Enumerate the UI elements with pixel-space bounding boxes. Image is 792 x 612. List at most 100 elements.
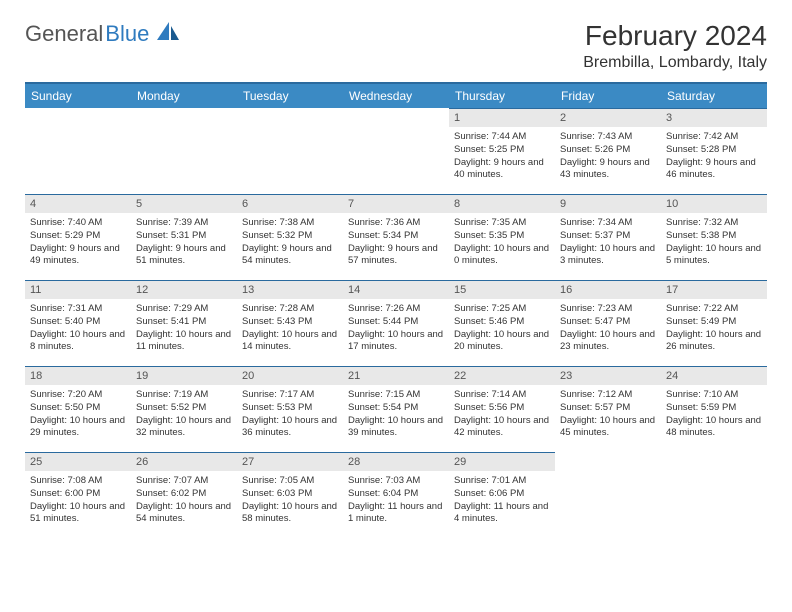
calendar-day-cell: 14Sunrise: 7:26 AMSunset: 5:44 PMDayligh… (343, 280, 449, 366)
day-number: 24 (661, 366, 767, 385)
col-header: Friday (555, 83, 661, 108)
day-number: 25 (25, 452, 131, 471)
calendar-day-cell: 29Sunrise: 7:01 AMSunset: 6:06 PMDayligh… (449, 452, 555, 538)
col-header: Thursday (449, 83, 555, 108)
day-info: Sunrise: 7:32 AMSunset: 5:38 PMDaylight:… (661, 213, 767, 272)
day-number: 29 (449, 452, 555, 471)
calendar-day-cell: 28Sunrise: 7:03 AMSunset: 6:04 PMDayligh… (343, 452, 449, 538)
logo-sail-icon (155, 20, 181, 47)
calendar-day-cell: 21Sunrise: 7:15 AMSunset: 5:54 PMDayligh… (343, 366, 449, 452)
page-header: GeneralBlue February 2024 Brembilla, Lom… (25, 20, 767, 72)
col-header: Sunday (25, 83, 131, 108)
day-info: Sunrise: 7:44 AMSunset: 5:25 PMDaylight:… (449, 127, 555, 186)
calendar-day-cell: 5Sunrise: 7:39 AMSunset: 5:31 PMDaylight… (131, 194, 237, 280)
day-number: 8 (449, 194, 555, 213)
day-info: Sunrise: 7:26 AMSunset: 5:44 PMDaylight:… (343, 299, 449, 358)
calendar-day-cell: 7Sunrise: 7:36 AMSunset: 5:34 PMDaylight… (343, 194, 449, 280)
day-info: Sunrise: 7:34 AMSunset: 5:37 PMDaylight:… (555, 213, 661, 272)
calendar-day-cell: 9Sunrise: 7:34 AMSunset: 5:37 PMDaylight… (555, 194, 661, 280)
month-title: February 2024 (583, 20, 767, 52)
day-number: 12 (131, 280, 237, 299)
day-number: 11 (25, 280, 131, 299)
day-number: 20 (237, 366, 343, 385)
calendar-week-row: 18Sunrise: 7:20 AMSunset: 5:50 PMDayligh… (25, 366, 767, 452)
day-number: 9 (555, 194, 661, 213)
calendar-day-cell: 18Sunrise: 7:20 AMSunset: 5:50 PMDayligh… (25, 366, 131, 452)
day-info: Sunrise: 7:07 AMSunset: 6:02 PMDaylight:… (131, 471, 237, 530)
day-info: Sunrise: 7:25 AMSunset: 5:46 PMDaylight:… (449, 299, 555, 358)
col-header: Tuesday (237, 83, 343, 108)
calendar-day-cell: 20Sunrise: 7:17 AMSunset: 5:53 PMDayligh… (237, 366, 343, 452)
col-header: Monday (131, 83, 237, 108)
day-number: 17 (661, 280, 767, 299)
day-info: Sunrise: 7:10 AMSunset: 5:59 PMDaylight:… (661, 385, 767, 444)
day-info: Sunrise: 7:12 AMSunset: 5:57 PMDaylight:… (555, 385, 661, 444)
day-info: Sunrise: 7:01 AMSunset: 6:06 PMDaylight:… (449, 471, 555, 530)
day-number: 19 (131, 366, 237, 385)
calendar-day-cell (25, 108, 131, 194)
calendar-day-cell: 24Sunrise: 7:10 AMSunset: 5:59 PMDayligh… (661, 366, 767, 452)
calendar-day-cell (237, 108, 343, 194)
day-info: Sunrise: 7:08 AMSunset: 6:00 PMDaylight:… (25, 471, 131, 530)
calendar-day-cell: 23Sunrise: 7:12 AMSunset: 5:57 PMDayligh… (555, 366, 661, 452)
day-info: Sunrise: 7:23 AMSunset: 5:47 PMDaylight:… (555, 299, 661, 358)
day-number: 5 (131, 194, 237, 213)
calendar-day-cell: 3Sunrise: 7:42 AMSunset: 5:28 PMDaylight… (661, 108, 767, 194)
day-number: 13 (237, 280, 343, 299)
calendar-day-cell: 17Sunrise: 7:22 AMSunset: 5:49 PMDayligh… (661, 280, 767, 366)
day-number: 28 (343, 452, 449, 471)
day-number: 1 (449, 108, 555, 127)
calendar-day-cell: 15Sunrise: 7:25 AMSunset: 5:46 PMDayligh… (449, 280, 555, 366)
day-info: Sunrise: 7:29 AMSunset: 5:41 PMDaylight:… (131, 299, 237, 358)
day-number: 4 (25, 194, 131, 213)
logo-text-1: General (25, 21, 103, 47)
day-info: Sunrise: 7:28 AMSunset: 5:43 PMDaylight:… (237, 299, 343, 358)
logo-text-2: Blue (105, 21, 149, 47)
col-header: Saturday (661, 83, 767, 108)
calendar-day-cell (343, 108, 449, 194)
calendar-day-cell: 11Sunrise: 7:31 AMSunset: 5:40 PMDayligh… (25, 280, 131, 366)
day-number: 15 (449, 280, 555, 299)
calendar-day-cell (131, 108, 237, 194)
calendar-week-row: 4Sunrise: 7:40 AMSunset: 5:29 PMDaylight… (25, 194, 767, 280)
day-number: 6 (237, 194, 343, 213)
day-number: 10 (661, 194, 767, 213)
day-number: 26 (131, 452, 237, 471)
day-info: Sunrise: 7:43 AMSunset: 5:26 PMDaylight:… (555, 127, 661, 186)
day-info: Sunrise: 7:22 AMSunset: 5:49 PMDaylight:… (661, 299, 767, 358)
calendar-body: 1Sunrise: 7:44 AMSunset: 5:25 PMDaylight… (25, 108, 767, 538)
day-info: Sunrise: 7:36 AMSunset: 5:34 PMDaylight:… (343, 213, 449, 272)
day-number: 23 (555, 366, 661, 385)
calendar-day-cell: 19Sunrise: 7:19 AMSunset: 5:52 PMDayligh… (131, 366, 237, 452)
col-header: Wednesday (343, 83, 449, 108)
calendar-week-row: 25Sunrise: 7:08 AMSunset: 6:00 PMDayligh… (25, 452, 767, 538)
day-number: 7 (343, 194, 449, 213)
calendar-day-cell: 10Sunrise: 7:32 AMSunset: 5:38 PMDayligh… (661, 194, 767, 280)
location-subtitle: Brembilla, Lombardy, Italy (583, 54, 767, 72)
day-info: Sunrise: 7:14 AMSunset: 5:56 PMDaylight:… (449, 385, 555, 444)
day-number: 14 (343, 280, 449, 299)
day-number: 16 (555, 280, 661, 299)
calendar-day-cell: 12Sunrise: 7:29 AMSunset: 5:41 PMDayligh… (131, 280, 237, 366)
day-info: Sunrise: 7:31 AMSunset: 5:40 PMDaylight:… (25, 299, 131, 358)
day-info: Sunrise: 7:38 AMSunset: 5:32 PMDaylight:… (237, 213, 343, 272)
calendar-day-cell: 6Sunrise: 7:38 AMSunset: 5:32 PMDaylight… (237, 194, 343, 280)
title-block: February 2024 Brembilla, Lombardy, Italy (583, 20, 767, 72)
calendar-header-row: Sunday Monday Tuesday Wednesday Thursday… (25, 83, 767, 108)
day-number: 18 (25, 366, 131, 385)
day-info: Sunrise: 7:20 AMSunset: 5:50 PMDaylight:… (25, 385, 131, 444)
day-number: 22 (449, 366, 555, 385)
calendar-week-row: 11Sunrise: 7:31 AMSunset: 5:40 PMDayligh… (25, 280, 767, 366)
logo: GeneralBlue (25, 20, 181, 47)
calendar-day-cell: 1Sunrise: 7:44 AMSunset: 5:25 PMDaylight… (449, 108, 555, 194)
day-info: Sunrise: 7:15 AMSunset: 5:54 PMDaylight:… (343, 385, 449, 444)
calendar-day-cell: 25Sunrise: 7:08 AMSunset: 6:00 PMDayligh… (25, 452, 131, 538)
day-info: Sunrise: 7:05 AMSunset: 6:03 PMDaylight:… (237, 471, 343, 530)
day-info: Sunrise: 7:40 AMSunset: 5:29 PMDaylight:… (25, 213, 131, 272)
calendar-day-cell (555, 452, 661, 538)
calendar-week-row: 1Sunrise: 7:44 AMSunset: 5:25 PMDaylight… (25, 108, 767, 194)
calendar-day-cell: 13Sunrise: 7:28 AMSunset: 5:43 PMDayligh… (237, 280, 343, 366)
calendar-day-cell: 27Sunrise: 7:05 AMSunset: 6:03 PMDayligh… (237, 452, 343, 538)
day-number: 27 (237, 452, 343, 471)
calendar-day-cell: 4Sunrise: 7:40 AMSunset: 5:29 PMDaylight… (25, 194, 131, 280)
